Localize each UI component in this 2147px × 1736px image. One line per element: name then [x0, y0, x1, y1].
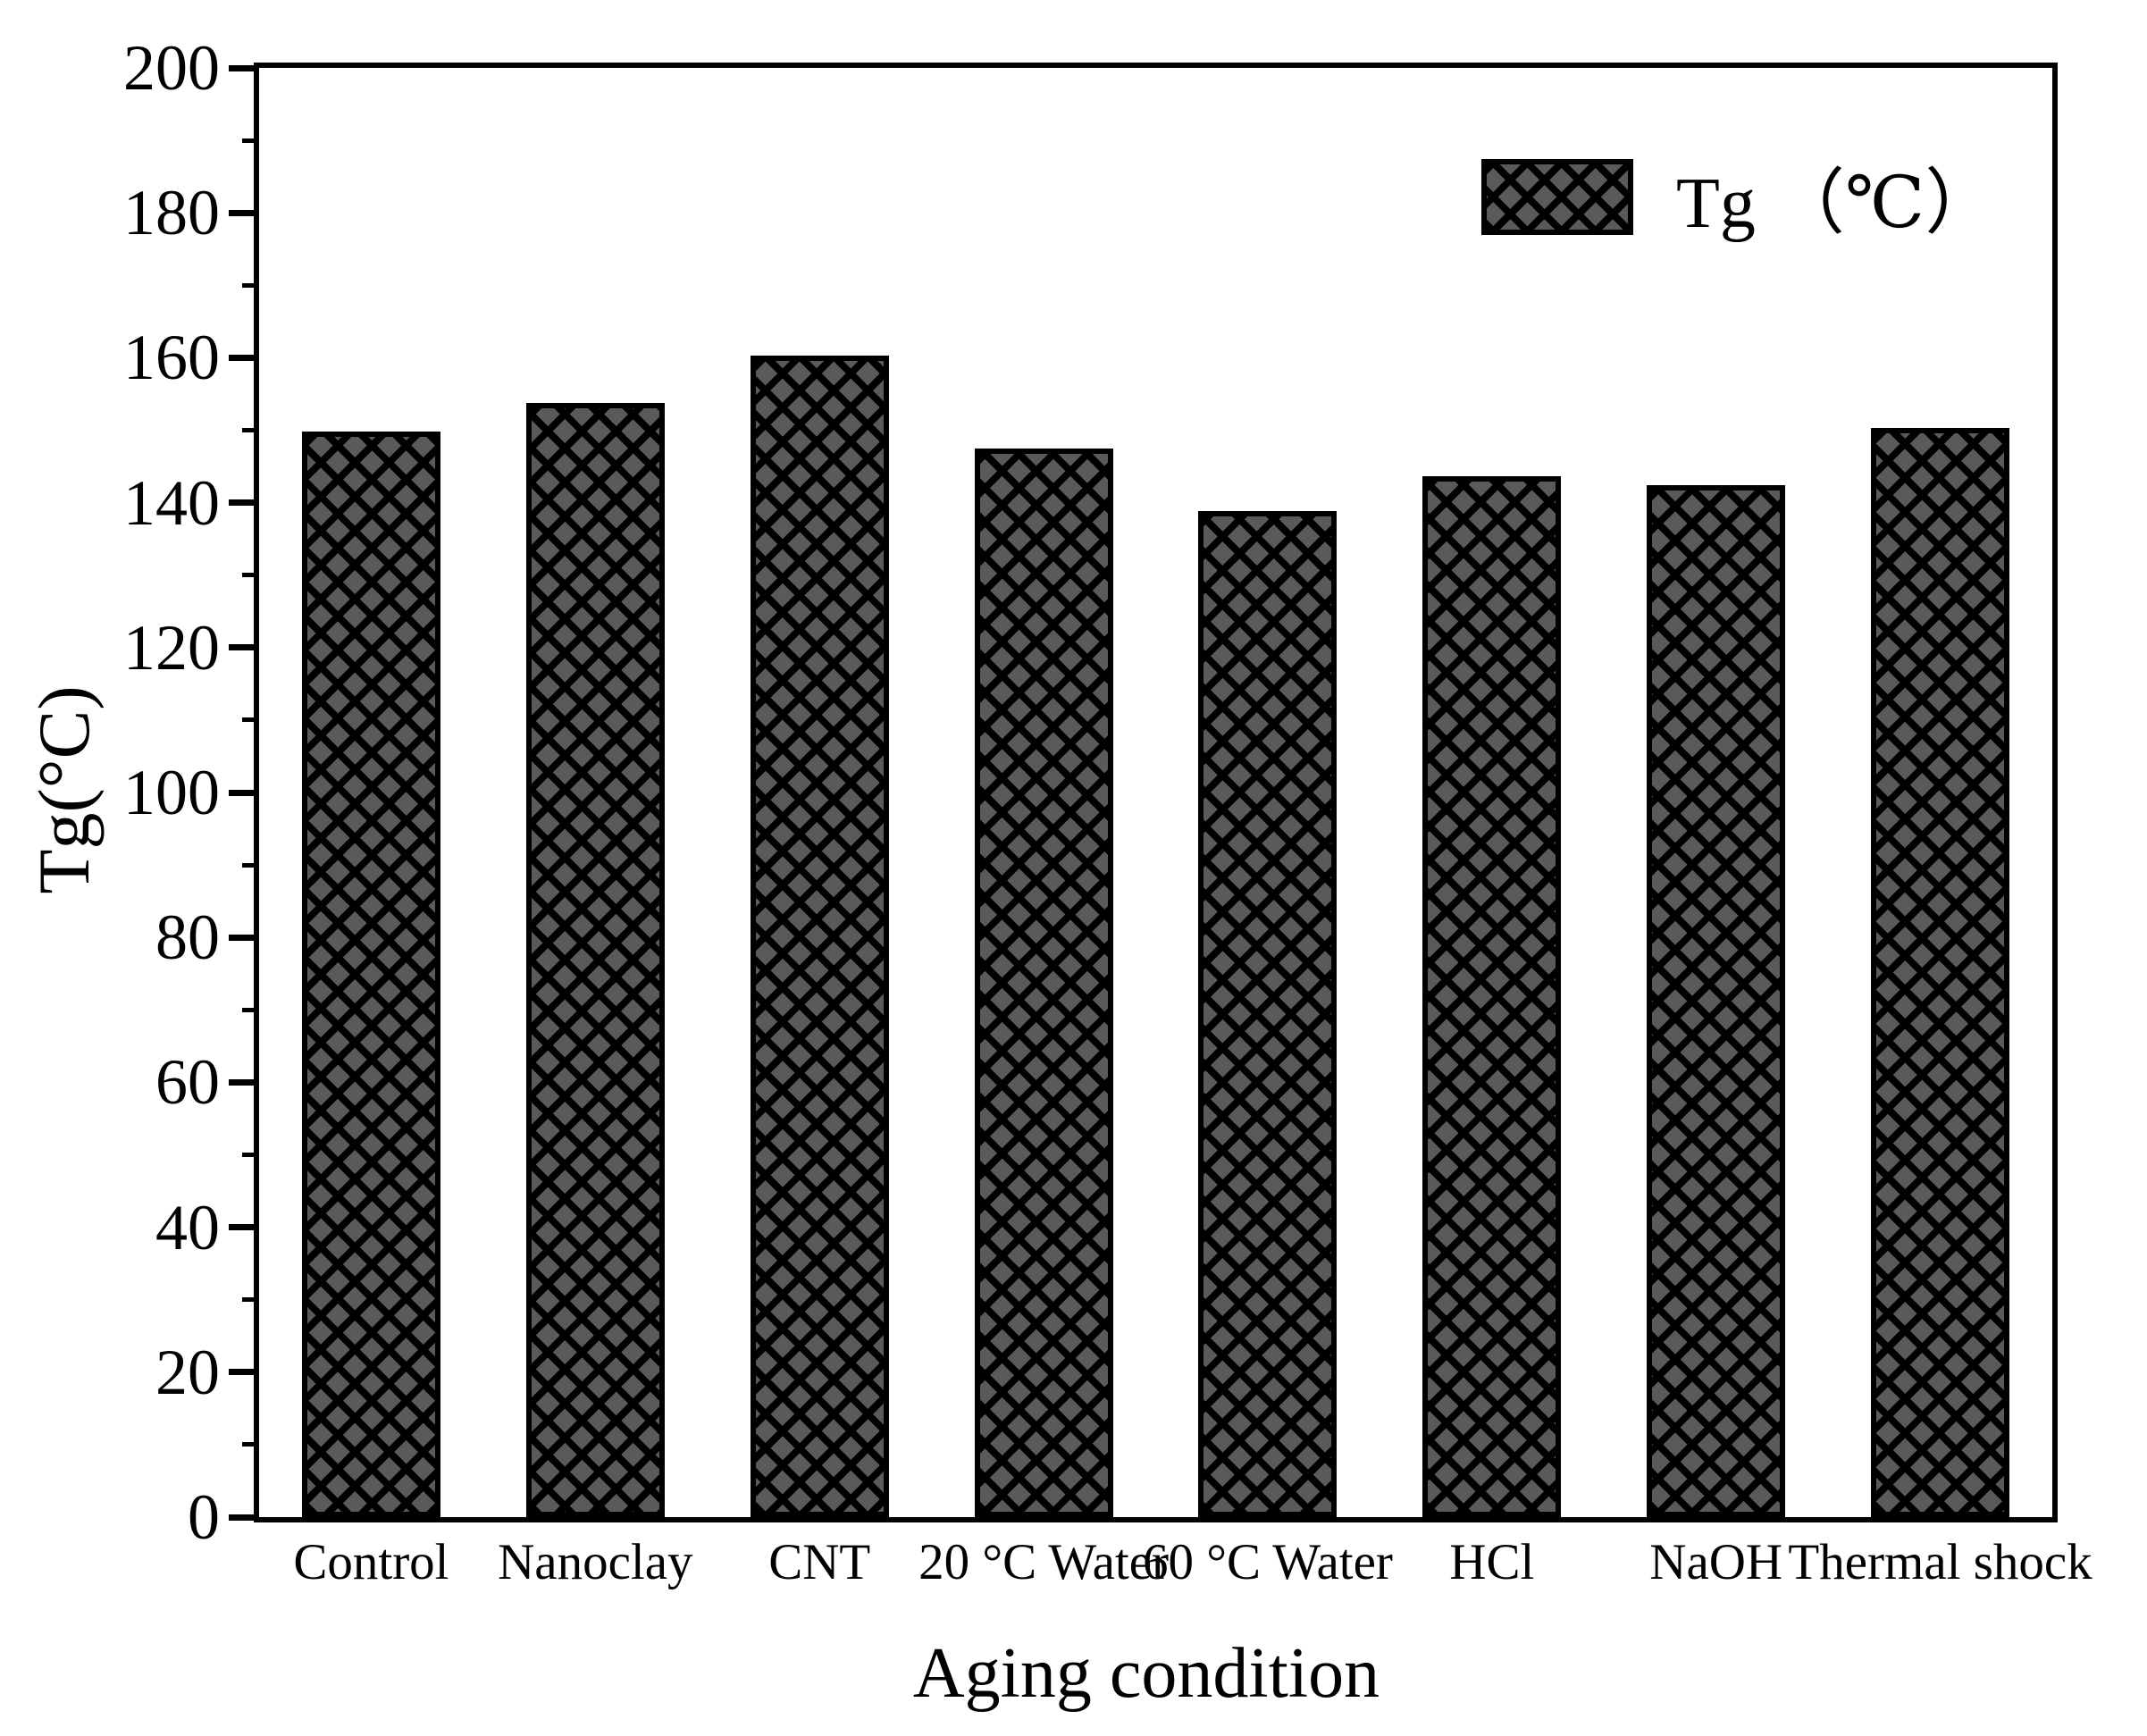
y-minor-tick [242, 717, 259, 723]
y-tick-label: 0 [188, 1481, 220, 1553]
y-major-tick [229, 789, 259, 796]
y-tick-label: 200 [123, 32, 220, 104]
y-tick-label: 40 [155, 1191, 220, 1263]
y-major-tick [229, 1514, 259, 1521]
x-tick-label: Control [293, 1534, 449, 1590]
y-tick-label: 20 [155, 1336, 220, 1408]
x-tick-label: Nanoclay [498, 1534, 693, 1590]
y-major-tick [229, 499, 259, 507]
x-tick-label: HCl [1449, 1534, 1535, 1590]
y-tick-label: 180 [123, 177, 220, 249]
bar [750, 356, 889, 1517]
bar [1647, 485, 1786, 1517]
x-tick-label: 20 °C Water [918, 1534, 1170, 1590]
y-major-tick [229, 209, 259, 216]
y-minor-tick [242, 282, 259, 288]
y-major-tick [229, 64, 259, 71]
bar [525, 403, 665, 1517]
x-tick-label: CNT [768, 1534, 871, 1590]
y-minor-tick [242, 428, 259, 432]
legend: Tg （℃） [1481, 145, 1996, 248]
bar [1871, 428, 2010, 1517]
x-tick-label: NaOH [1649, 1534, 1783, 1590]
y-tick-label: 140 [123, 466, 220, 539]
y-minor-tick [242, 138, 259, 143]
y-major-tick [229, 354, 259, 361]
legend-label: Tg （℃） [1676, 164, 1997, 243]
y-minor-tick [242, 1442, 259, 1447]
x-tick-label: 60 °C Water [1142, 1534, 1393, 1590]
y-major-tick [229, 934, 259, 941]
y-axis-title: Tg(°C) [23, 685, 105, 894]
legend-swatch-hatched [1481, 158, 1633, 235]
bar [974, 449, 1113, 1517]
bar [1422, 476, 1562, 1517]
y-major-tick [229, 1078, 259, 1086]
y-tick-label: 80 [155, 902, 220, 974]
x-tick-label: Thermal shock [1788, 1534, 2092, 1590]
x-axis-title: Aging condition [912, 1634, 1380, 1713]
y-minor-tick [242, 573, 259, 578]
y-minor-tick [242, 1153, 259, 1157]
y-tick-label: 120 [123, 611, 220, 683]
y-major-tick [229, 1369, 259, 1376]
y-minor-tick [242, 1297, 259, 1303]
y-minor-tick [242, 1007, 259, 1012]
plot-area [254, 63, 2058, 1522]
y-tick-label: 160 [123, 322, 220, 394]
bar [301, 432, 440, 1517]
y-tick-label: 60 [155, 1046, 220, 1119]
y-major-tick [229, 1224, 259, 1231]
y-major-tick [229, 644, 259, 651]
y-tick-label: 100 [123, 757, 220, 828]
y-minor-tick [242, 862, 259, 868]
bar [1198, 511, 1338, 1517]
